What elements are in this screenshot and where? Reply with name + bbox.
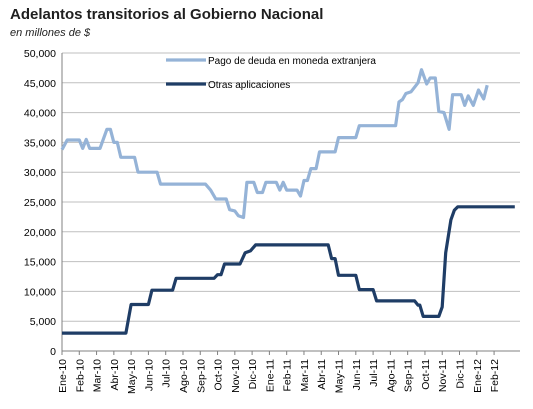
y-tick-label: 35,000: [24, 137, 56, 149]
x-tick-label: Ene-10: [57, 359, 69, 393]
x-tick-label: Dic-11: [455, 359, 467, 389]
x-tick-label: Sep-11: [403, 359, 415, 392]
y-tick-label: 15,000: [24, 257, 56, 269]
x-tick-label: Abr-11: [316, 359, 328, 390]
x-tick-label: Ago-11: [385, 359, 397, 392]
y-tick-label: 50,000: [24, 48, 56, 60]
x-tick-label: Nov-10: [230, 359, 242, 393]
x-tick-label: Sep-10: [195, 359, 207, 393]
legend-label: Otras aplicaciones: [208, 80, 290, 91]
x-tick-label: Feb-10: [74, 359, 86, 392]
y-tick-label: 25,000: [24, 197, 56, 209]
x-tick-label: Mar-11: [299, 359, 311, 392]
y-tick-label: 5,000: [30, 316, 56, 328]
x-tick-label: Feb-12: [489, 359, 501, 392]
x-tick-label: Ene-12: [472, 359, 484, 393]
chart-title: Adelantos transitorios al Gobierno Nacio…: [10, 6, 324, 23]
legend-label: Pago de deuda en moneda extranjera: [208, 56, 376, 67]
y-tick-label: 45,000: [24, 78, 56, 90]
x-tick-label: Jun-10: [143, 359, 155, 391]
x-tick-label: Oct-10: [213, 359, 225, 391]
legend: Pago de deuda en moneda extranjera Otras …: [166, 56, 376, 91]
y-tick-label: 20,000: [24, 227, 56, 239]
gridlines: [62, 52, 520, 322]
x-tick-label: May-11: [334, 359, 346, 393]
x-tick-label: Oct-11: [420, 359, 432, 390]
x-tick-label: May-10: [126, 359, 138, 394]
x-tick-label: Ago-10: [178, 359, 190, 393]
chart-subtitle: en millones de $: [10, 27, 91, 39]
x-tick-label: Ene-11: [264, 359, 276, 392]
x-tick-label: Feb-11: [282, 359, 294, 392]
x-tick-label: Nov-11: [437, 359, 449, 392]
y-tick-label: 40,000: [24, 108, 56, 120]
x-tick-label: Jun-11: [351, 359, 363, 390]
x-axis: Ene-10 Mar-10 May-10 Jul-10 Sep-10 Nov-10 Ene-…: [57, 350, 520, 394]
y-tick-label: 30,000: [24, 167, 56, 179]
x-tick-label: Dic-10: [247, 359, 259, 390]
y-tick-label: 10,000: [24, 286, 56, 298]
x-tick-label: Jul-11: [368, 359, 380, 387]
y-tick-label: 0: [50, 346, 56, 358]
series-line-otras-aplicaciones: [62, 205, 515, 335]
x-tick-label: Jul-10: [161, 359, 173, 388]
x-tick-label: Abr-10: [109, 359, 121, 391]
y-axis: 0 5,000 10,000 15,000 20,000 25,000 30,000 35,0…: [24, 48, 63, 358]
series-line-pago-deuda: [60, 68, 489, 220]
x-tick-label: Mar-10: [92, 359, 104, 392]
series-lines: [60, 68, 515, 335]
